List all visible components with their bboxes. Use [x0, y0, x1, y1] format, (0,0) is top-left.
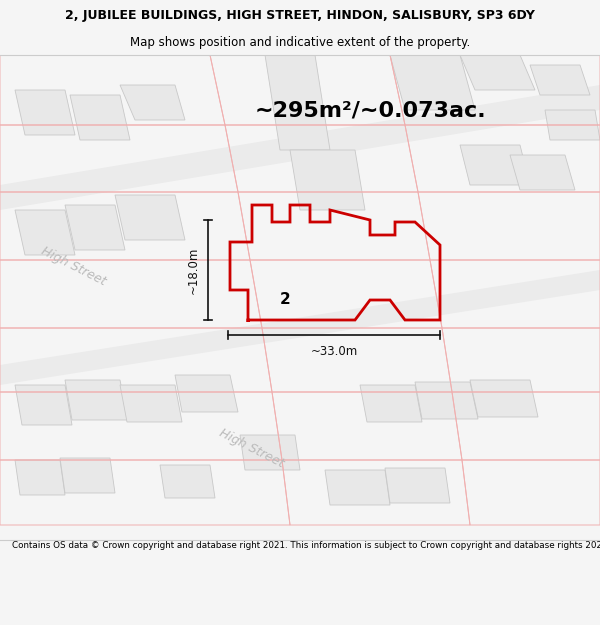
Polygon shape	[460, 55, 535, 90]
Polygon shape	[390, 55, 475, 110]
Polygon shape	[60, 458, 115, 493]
Polygon shape	[325, 470, 390, 505]
Text: ~18.0m: ~18.0m	[187, 246, 200, 294]
Polygon shape	[65, 205, 125, 250]
Text: ~33.0m: ~33.0m	[310, 345, 358, 358]
Polygon shape	[160, 465, 215, 498]
Polygon shape	[120, 385, 182, 422]
Text: ~295m²/~0.073ac.: ~295m²/~0.073ac.	[254, 100, 486, 120]
Text: 2, JUBILEE BUILDINGS, HIGH STREET, HINDON, SALISBURY, SP3 6DY: 2, JUBILEE BUILDINGS, HIGH STREET, HINDO…	[65, 9, 535, 22]
Polygon shape	[0, 85, 600, 210]
Polygon shape	[15, 385, 72, 425]
Text: High Street: High Street	[39, 244, 108, 288]
Polygon shape	[415, 382, 478, 419]
Text: 2: 2	[280, 292, 290, 308]
Text: Contains OS data © Crown copyright and database right 2021. This information is : Contains OS data © Crown copyright and d…	[12, 541, 600, 550]
Polygon shape	[385, 468, 450, 503]
Polygon shape	[15, 90, 75, 135]
Text: Map shows position and indicative extent of the property.: Map shows position and indicative extent…	[130, 36, 470, 49]
Polygon shape	[115, 195, 185, 240]
Polygon shape	[15, 460, 65, 495]
Polygon shape	[265, 55, 330, 150]
Polygon shape	[240, 435, 300, 470]
Polygon shape	[510, 155, 575, 190]
Polygon shape	[0, 270, 600, 385]
Polygon shape	[175, 375, 238, 412]
Polygon shape	[65, 380, 128, 420]
Polygon shape	[120, 85, 185, 120]
Polygon shape	[290, 150, 365, 210]
Text: High Street: High Street	[217, 426, 286, 470]
Polygon shape	[470, 380, 538, 417]
Polygon shape	[360, 385, 422, 422]
Polygon shape	[70, 95, 130, 140]
Polygon shape	[530, 65, 590, 95]
Polygon shape	[545, 110, 600, 140]
Polygon shape	[460, 145, 530, 185]
Polygon shape	[15, 210, 75, 255]
